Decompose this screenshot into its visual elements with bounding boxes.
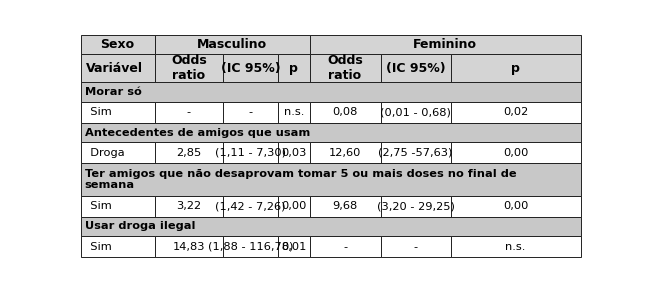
Bar (278, 102, 310, 123)
Text: -: - (343, 242, 347, 252)
Text: (0,01 - 0,68): (0,01 - 0,68) (380, 108, 451, 117)
Text: Ter amigos que não desaprovam tomar 5 ou mais doses no final de
semana: Ter amigos que não desaprovam tomar 5 ou… (84, 169, 516, 190)
Text: 0,00: 0,00 (503, 148, 528, 158)
Bar (81, 142, 155, 164)
Bar (381, 54, 450, 82)
Text: Feminino: Feminino (413, 38, 477, 51)
Text: Droga: Droga (83, 148, 124, 158)
Bar (310, 35, 580, 54)
Bar (155, 196, 223, 217)
Text: Morar só: Morar só (84, 87, 141, 97)
Bar (381, 236, 450, 257)
Text: Odds
ratio: Odds ratio (327, 54, 363, 82)
Text: 3,22: 3,22 (176, 201, 201, 211)
Bar (450, 236, 580, 257)
Text: p: p (290, 62, 298, 75)
Bar (223, 102, 278, 123)
Text: (2,75 -57,63): (2,75 -57,63) (379, 148, 453, 158)
Bar (381, 142, 450, 164)
Bar (381, 102, 450, 123)
Bar (223, 196, 278, 217)
Text: (1,11 - 7,30): (1,11 - 7,30) (215, 148, 286, 158)
Text: (IC 95%): (IC 95%) (221, 62, 281, 75)
Text: 2,85: 2,85 (176, 148, 201, 158)
Text: Antecedentes de amigos que usam: Antecedentes de amigos que usam (84, 128, 310, 138)
Bar (450, 142, 580, 164)
Text: 0,00: 0,00 (503, 201, 528, 211)
Text: 9,68: 9,68 (332, 201, 358, 211)
Text: 0,02: 0,02 (503, 108, 528, 117)
Text: Odds
ratio: Odds ratio (171, 54, 207, 82)
Bar (81, 54, 155, 82)
Bar (223, 54, 278, 82)
Bar (450, 102, 580, 123)
Text: 0,00: 0,00 (281, 201, 306, 211)
Text: -: - (187, 108, 191, 117)
Text: (1,88 - 116,78): (1,88 - 116,78) (208, 242, 293, 252)
Bar (223, 142, 278, 164)
Bar (278, 142, 310, 164)
Text: Sim: Sim (83, 201, 112, 211)
Bar (310, 102, 381, 123)
Text: n.s.: n.s. (284, 108, 304, 117)
Bar (381, 196, 450, 217)
Bar (450, 54, 580, 82)
Text: Usar droga ilegal: Usar droga ilegal (84, 221, 195, 231)
Bar (310, 196, 381, 217)
Text: (IC 95%): (IC 95%) (386, 62, 445, 75)
Bar (155, 35, 310, 54)
Bar (450, 196, 580, 217)
Bar (310, 54, 381, 82)
Bar (223, 236, 278, 257)
Bar (155, 236, 223, 257)
Text: -: - (248, 108, 253, 117)
Text: -: - (413, 242, 417, 252)
Text: 12,60: 12,60 (329, 148, 361, 158)
Bar (81, 82, 580, 102)
Bar (81, 164, 580, 196)
Text: (1,42 - 7,26): (1,42 - 7,26) (215, 201, 286, 211)
Text: 0,01: 0,01 (281, 242, 306, 252)
Bar (155, 54, 223, 82)
Bar (278, 54, 310, 82)
Bar (81, 102, 155, 123)
Bar (310, 236, 381, 257)
Bar (310, 142, 381, 164)
Text: 0,03: 0,03 (281, 148, 306, 158)
Text: Masculino: Masculino (197, 38, 267, 51)
Text: 14,83: 14,83 (173, 242, 205, 252)
Bar (278, 236, 310, 257)
Text: 0,08: 0,08 (332, 108, 358, 117)
Bar (155, 102, 223, 123)
Text: Variável: Variável (86, 62, 143, 75)
Text: Sexo: Sexo (101, 38, 135, 51)
Bar (81, 236, 155, 257)
Bar (278, 196, 310, 217)
Text: (3,20 - 29,25): (3,20 - 29,25) (377, 201, 455, 211)
Bar (81, 35, 155, 54)
Bar (81, 217, 580, 236)
Bar (81, 196, 155, 217)
Bar (81, 123, 580, 142)
Text: Sim: Sim (83, 108, 112, 117)
Text: Sim: Sim (83, 242, 112, 252)
Text: n.s.: n.s. (505, 242, 526, 252)
Text: p: p (511, 62, 520, 75)
Bar (155, 142, 223, 164)
